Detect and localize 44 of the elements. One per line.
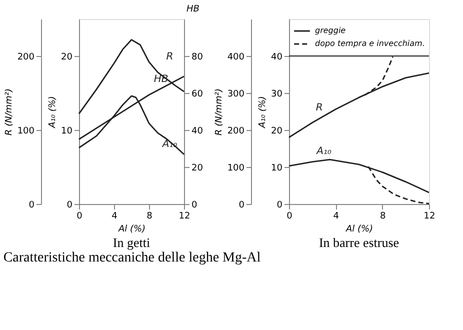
x-axis-title: Al (%): [344, 224, 374, 234]
annotation: R: [316, 102, 323, 114]
text: Caratteristiche meccaniche delle leghe Mg-Al: [3, 250, 261, 266]
y2-axis-title: A₁₀ (%): [258, 96, 268, 129]
y2-tick-label: 20: [61, 52, 73, 62]
x-tick-label: 4: [333, 212, 340, 222]
y-tick-label: 400: [227, 52, 245, 62]
y-tick-label: 200: [17, 52, 35, 62]
y-tick-label: 300: [227, 90, 245, 100]
y2-tick-label: 0: [276, 200, 283, 210]
y-axis-title: R (N/mm²): [214, 88, 224, 136]
text: In getti: [112, 235, 150, 250]
y3-tick-label: 20: [192, 164, 204, 174]
x-tick-label: 4: [112, 212, 118, 222]
y2-tick-label: 0: [66, 200, 73, 210]
x-tick-label: 0: [286, 212, 293, 222]
y-axis-title: R (N/mm²): [4, 88, 14, 136]
legend-label: greggie: [315, 26, 346, 35]
y3-tick-label: 0: [192, 200, 198, 210]
y-tick-label: 200: [227, 126, 245, 136]
x-tick-label: 12: [178, 212, 190, 222]
y2-tick-label: 10: [271, 164, 283, 174]
y3-tick-label: 60: [192, 90, 204, 100]
x-tick-label: 8: [146, 212, 153, 222]
y-tick-label: 0: [238, 200, 245, 210]
y2-tick-label: 40: [271, 52, 283, 62]
series-label: R: [166, 51, 174, 62]
y-tick-label: 0: [28, 200, 35, 210]
y3-tick-label: 80: [192, 52, 204, 62]
y2-axis-title: A₁₀ (%): [48, 96, 58, 129]
annotation: A₁₀: [316, 146, 332, 157]
y3-tick-label: 40: [192, 126, 204, 136]
x-tick-label: 12: [424, 212, 436, 222]
x-tick-label: 0: [76, 212, 83, 222]
x-tick-label: 8: [380, 212, 386, 222]
y-tick-label: 100: [17, 126, 35, 136]
text: In barre estruse: [318, 235, 400, 250]
y-tick-label: 100: [227, 164, 245, 174]
y2-tick-label: 30: [271, 90, 283, 100]
legend-label: dopo tempra e invecchiam.: [315, 39, 425, 48]
y2-tick-label: 20: [271, 126, 283, 136]
y3-axis-title: HB: [186, 4, 200, 14]
x-axis-title: Al (%): [117, 224, 146, 234]
y2-tick-label: 10: [61, 126, 73, 136]
